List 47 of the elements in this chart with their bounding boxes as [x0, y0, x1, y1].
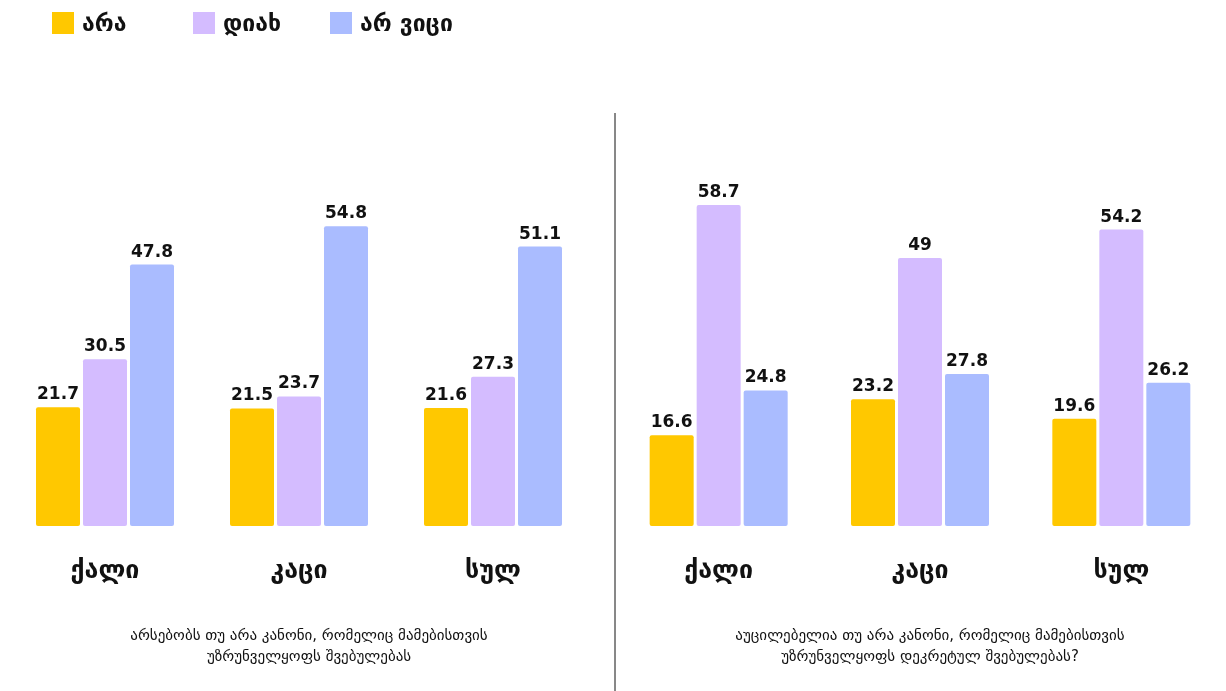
data-label: 27.3	[472, 352, 514, 373]
x-tick-label: კაცი	[270, 555, 328, 584]
x-tick-label: ქალი	[684, 555, 754, 584]
bar	[36, 407, 80, 526]
data-label: 54.2	[1100, 205, 1143, 226]
data-label: 27.8	[946, 349, 988, 370]
bar	[851, 399, 895, 526]
data-label: 24.8	[744, 366, 787, 387]
x-axis-title: აუცილებელია თუ არა კანონი, რომელიც მამებისთვის უზრუნველყოფს დეკრეტულ შვებულებას?	[735, 626, 1125, 665]
legend-label: არ ვიცი	[360, 10, 453, 36]
bar	[1146, 382, 1191, 526]
bar	[1099, 229, 1144, 526]
data-label: 19.6	[1053, 394, 1096, 415]
bar	[898, 258, 942, 526]
legend-label: დიახ	[223, 10, 281, 36]
data-label: 54.8	[325, 202, 367, 223]
bar	[324, 226, 368, 526]
data-label: 23.7	[278, 372, 320, 393]
x-tick-label: კაცი	[891, 555, 949, 584]
bar	[130, 264, 174, 526]
x-axis-title: არსებობს თუ არა კანონი, რომელიც მამებისთვის უზრუნველყოფს შვებულებას	[130, 626, 488, 665]
bar	[518, 246, 562, 526]
bar	[277, 396, 321, 526]
x-tick-label: სულ	[1093, 555, 1150, 584]
bar	[696, 205, 741, 526]
data-label: 16.6	[650, 411, 693, 432]
x-tick-label: სულ	[465, 555, 521, 584]
data-label: 21.7	[37, 383, 79, 404]
data-label: 30.5	[84, 335, 126, 356]
bar	[649, 435, 694, 526]
data-label: 47.8	[131, 240, 173, 261]
data-label: 23.2	[852, 375, 894, 396]
bar	[230, 408, 274, 526]
legend-label: არა	[82, 10, 127, 36]
bar	[1052, 418, 1097, 526]
bar	[945, 373, 989, 526]
bar	[471, 376, 515, 526]
data-label: 51.1	[519, 222, 561, 243]
bar	[83, 359, 127, 526]
x-tick-label: ქალი	[70, 555, 140, 584]
data-label: 58.7	[697, 181, 740, 201]
data-label: 26.2	[1147, 358, 1190, 379]
data-label: 21.5	[231, 384, 273, 405]
data-label: 49	[908, 234, 932, 255]
bar	[424, 407, 468, 526]
bar	[743, 390, 788, 526]
data-label: 21.6	[425, 383, 467, 404]
